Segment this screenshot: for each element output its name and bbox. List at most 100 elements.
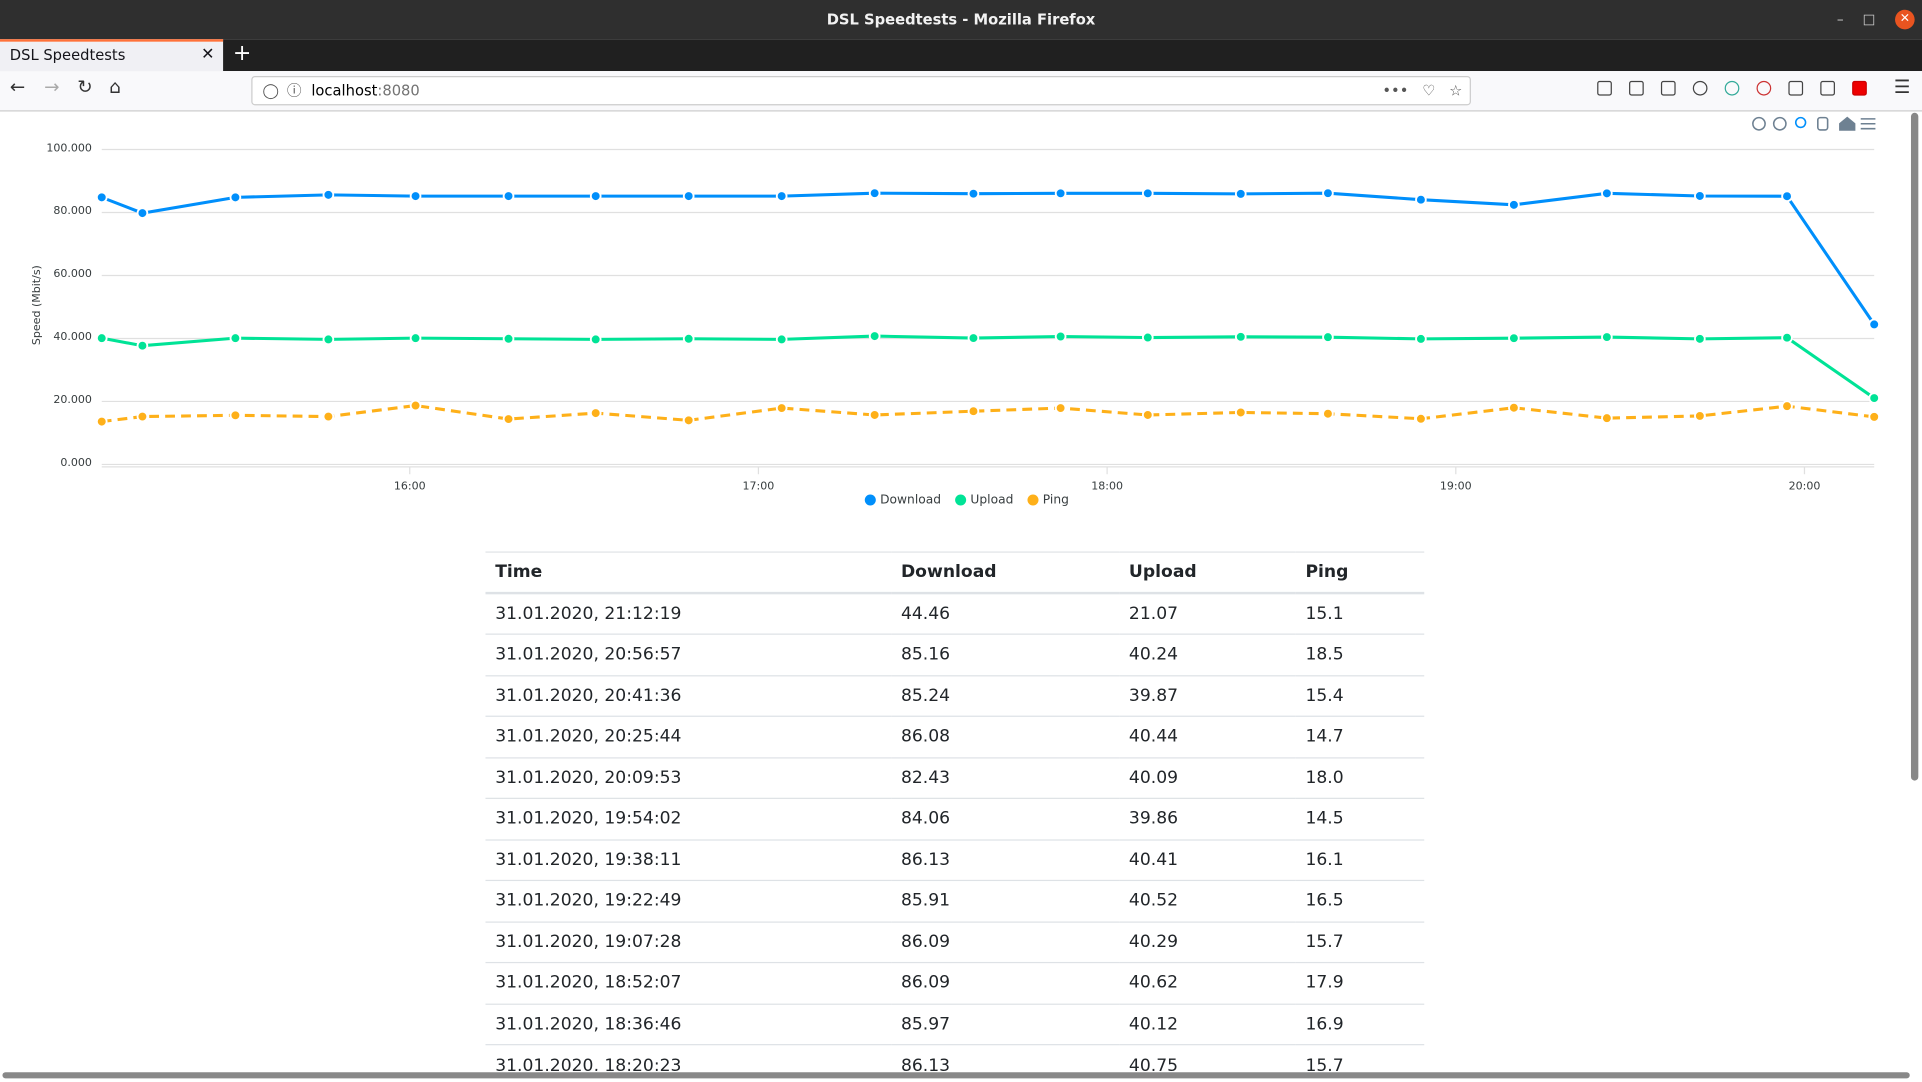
data-point xyxy=(1141,187,1154,200)
x-tick-label: 17:00 xyxy=(743,479,775,492)
table-row: 31.01.2020, 21:12:19 44.46 21.07 15.1 xyxy=(485,592,1425,635)
extension-icon[interactable] xyxy=(1724,80,1740,96)
table-cell: 40.41 xyxy=(1119,838,1296,881)
library-icon[interactable] xyxy=(1629,80,1644,96)
shield-icon[interactable]: ◯ xyxy=(262,82,279,100)
table-cell: 40.75 xyxy=(1119,1044,1296,1071)
table-cell: 40.12 xyxy=(1119,1002,1296,1045)
table-cell: 85.16 xyxy=(891,633,1120,676)
data-point xyxy=(95,415,108,428)
table-cell: 39.87 xyxy=(1119,674,1296,717)
data-point xyxy=(589,407,602,419)
x-tick-label: 16:00 xyxy=(394,479,426,492)
bookmark-star[interactable]: ☆ xyxy=(1449,82,1463,100)
zoom-in-button[interactable] xyxy=(1752,116,1766,131)
legend-marker xyxy=(1027,494,1039,506)
data-point xyxy=(589,333,602,346)
column-header: Ping xyxy=(1295,551,1425,595)
table-cell: 31.01.2020, 19:07:28 xyxy=(485,920,892,963)
data-point xyxy=(1781,331,1793,344)
menu-button[interactable]: ☰ xyxy=(1893,75,1911,99)
data-point xyxy=(322,333,335,346)
vertical-scrollbar[interactable] xyxy=(1910,112,1919,781)
pan-button[interactable] xyxy=(1817,116,1829,131)
extension-icon[interactable] xyxy=(1788,80,1804,96)
table-cell: 84.06 xyxy=(891,797,1120,840)
zoom-button[interactable] xyxy=(1794,116,1807,129)
reload-button[interactable]: ↻ xyxy=(77,75,93,99)
data-point xyxy=(868,409,881,421)
sidebar-icon[interactable] xyxy=(1660,80,1676,96)
legend-label: Ping xyxy=(1043,492,1069,506)
forward-button[interactable]: → xyxy=(44,75,60,99)
data-point xyxy=(1141,409,1154,421)
data-point xyxy=(682,414,695,427)
page-actions[interactable]: ••• xyxy=(1382,82,1409,100)
series-line xyxy=(101,334,1876,400)
data-point xyxy=(409,190,422,202)
table-cell: 14.5 xyxy=(1295,797,1425,840)
back-button[interactable]: ← xyxy=(9,75,26,99)
table-cell: 86.09 xyxy=(891,920,1120,963)
data-point xyxy=(868,187,881,199)
info-icon[interactable]: ⓘ xyxy=(286,82,302,100)
table-cell: 40.52 xyxy=(1119,879,1296,922)
column-header: Time xyxy=(485,551,892,595)
account-icon[interactable] xyxy=(1692,80,1708,96)
tab[interactable]: DSL Speedtests ✕ xyxy=(0,39,224,72)
zoom-out-button[interactable] xyxy=(1772,116,1787,131)
pocket-icon[interactable]: ♡ xyxy=(1422,82,1436,100)
tab-close[interactable]: ✕ xyxy=(201,45,215,64)
url-port: :8080 xyxy=(377,82,420,100)
data-point xyxy=(229,191,242,204)
chart: Speed (Mbit/s) 0.000 20.000 40.000 60.000 80… xyxy=(30,116,1881,506)
table-cell: 86.13 xyxy=(891,1044,1120,1071)
extension-icon[interactable] xyxy=(1756,80,1772,96)
data-point xyxy=(1322,407,1334,420)
data-point xyxy=(1868,318,1881,331)
y-tick-label: 40.000 xyxy=(53,330,92,343)
data-point xyxy=(1601,187,1613,200)
data-point xyxy=(775,402,788,414)
table-cell: 15.7 xyxy=(1295,1044,1425,1071)
nav-bar: ← → ↻ ⌂ ◯ ⓘ localhost:8080 ••• ♡ ☆ ☰ xyxy=(0,71,1922,112)
url-bar[interactable]: ◯ ⓘ localhost:8080 ••• ♡ ☆ xyxy=(251,75,1471,106)
minimize-button[interactable]: – xyxy=(1836,11,1844,27)
reset-button[interactable] xyxy=(1839,116,1856,131)
table-row: 31.01.2020, 19:22:49 85.91 40.52 16.5 xyxy=(485,879,1425,922)
extension-icon[interactable] xyxy=(1820,80,1835,96)
column-header: Download xyxy=(891,551,1120,595)
y-tick-label: 60.000 xyxy=(53,267,92,280)
data-point xyxy=(1415,193,1427,206)
data-point xyxy=(1508,401,1520,414)
table-row: 31.01.2020, 20:41:36 85.24 39.87 15.4 xyxy=(485,674,1425,717)
table-row: 31.01.2020, 19:07:28 86.09 40.29 15.7 xyxy=(485,920,1425,963)
x-tick-label: 19:00 xyxy=(1440,479,1472,492)
data-point xyxy=(1694,190,1706,202)
data-point xyxy=(1694,410,1706,422)
table-row: 31.01.2020, 19:54:02 84.06 39.86 14.5 xyxy=(485,797,1425,840)
new-tab-button[interactable]: + xyxy=(232,40,252,67)
table-cell: 85.97 xyxy=(891,1002,1120,1045)
table-cell: 31.01.2020, 19:38:11 xyxy=(485,838,892,881)
menu-button[interactable] xyxy=(1860,118,1876,130)
maximize-button[interactable]: □ xyxy=(1862,11,1876,27)
window-title: DSL Speedtests - Mozilla Firefox xyxy=(826,11,1096,29)
table-cell: 44.46 xyxy=(891,592,1120,635)
results-table: Time Download Upload Ping 31.01.2020, 21:12:… xyxy=(485,551,1425,1071)
data-point xyxy=(409,399,422,412)
data-point xyxy=(1868,411,1881,423)
data-point xyxy=(1508,332,1520,344)
downloads-icon[interactable] xyxy=(1597,80,1612,96)
horizontal-scrollbar[interactable] xyxy=(2,1072,1910,1079)
data-point xyxy=(1415,412,1427,425)
close-button[interactable]: ✕ xyxy=(1895,9,1915,30)
home-button[interactable]: ⌂ xyxy=(109,75,121,99)
data-point xyxy=(589,190,602,202)
extension-icon[interactable] xyxy=(1852,80,1867,96)
y-tick-label: 80.000 xyxy=(53,204,92,217)
table-cell: 18.5 xyxy=(1295,633,1425,676)
chart-toolbar xyxy=(1752,116,1876,131)
table-row: 31.01.2020, 19:38:11 86.13 40.41 16.1 xyxy=(485,838,1425,881)
